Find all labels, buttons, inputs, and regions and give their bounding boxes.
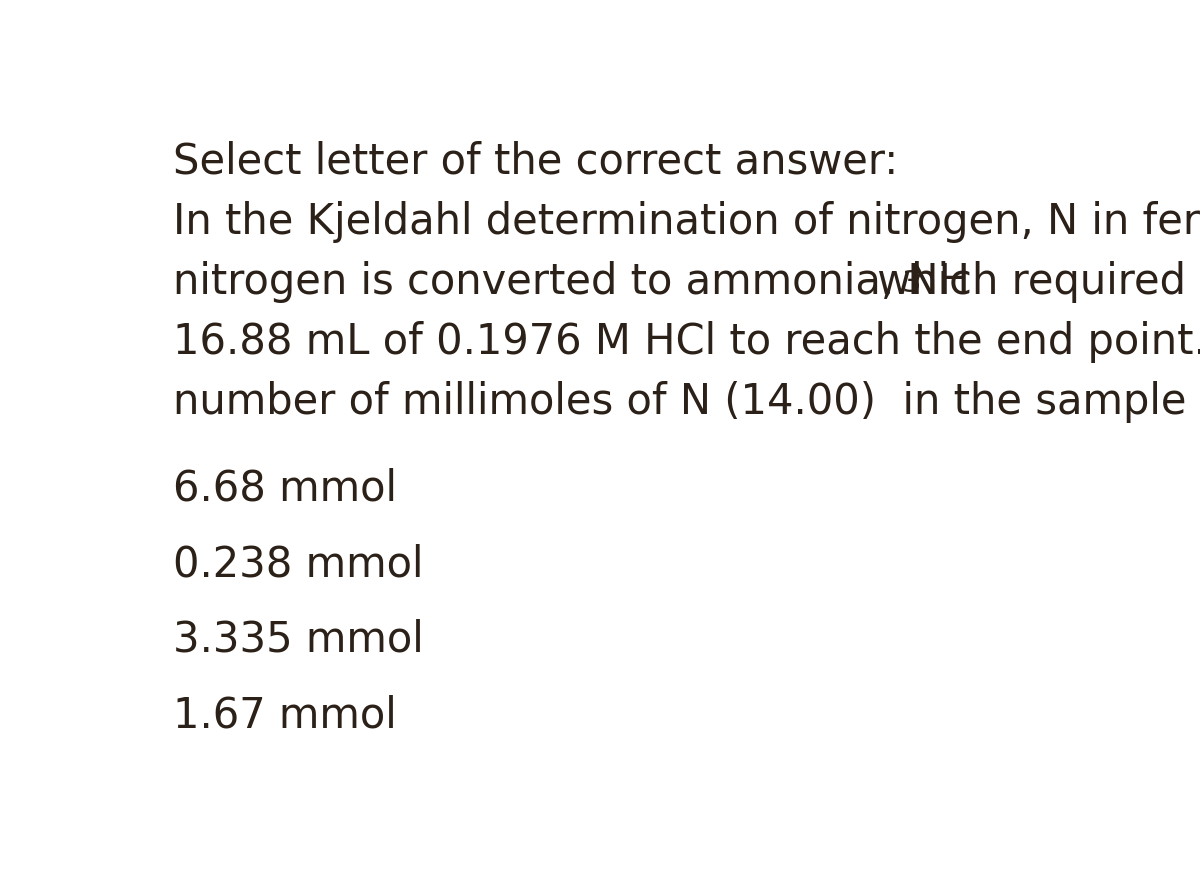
Text: In the Kjeldahl determination of nitrogen, N in fertilizer,: In the Kjeldahl determination of nitroge… <box>173 201 1200 243</box>
Text: 3.335 mmol: 3.335 mmol <box>173 619 424 661</box>
Text: Select letter of the correct answer:: Select letter of the correct answer: <box>173 141 899 183</box>
Text: 6.68 mmol: 6.68 mmol <box>173 468 397 510</box>
Text: 3: 3 <box>902 269 922 298</box>
Text: nitrogen is converted to ammonia, NH: nitrogen is converted to ammonia, NH <box>173 261 970 303</box>
Text: 16.88 mL of 0.1976 M HCl to reach the end point. The: 16.88 mL of 0.1976 M HCl to reach the en… <box>173 321 1200 363</box>
Text: number of millimoles of N (14.00)  in the sample is:: number of millimoles of N (14.00) in the… <box>173 381 1200 423</box>
Text: 0.238 mmol: 0.238 mmol <box>173 544 424 585</box>
Text: 1.67 mmol: 1.67 mmol <box>173 694 397 736</box>
Text: which required: which required <box>864 261 1186 303</box>
